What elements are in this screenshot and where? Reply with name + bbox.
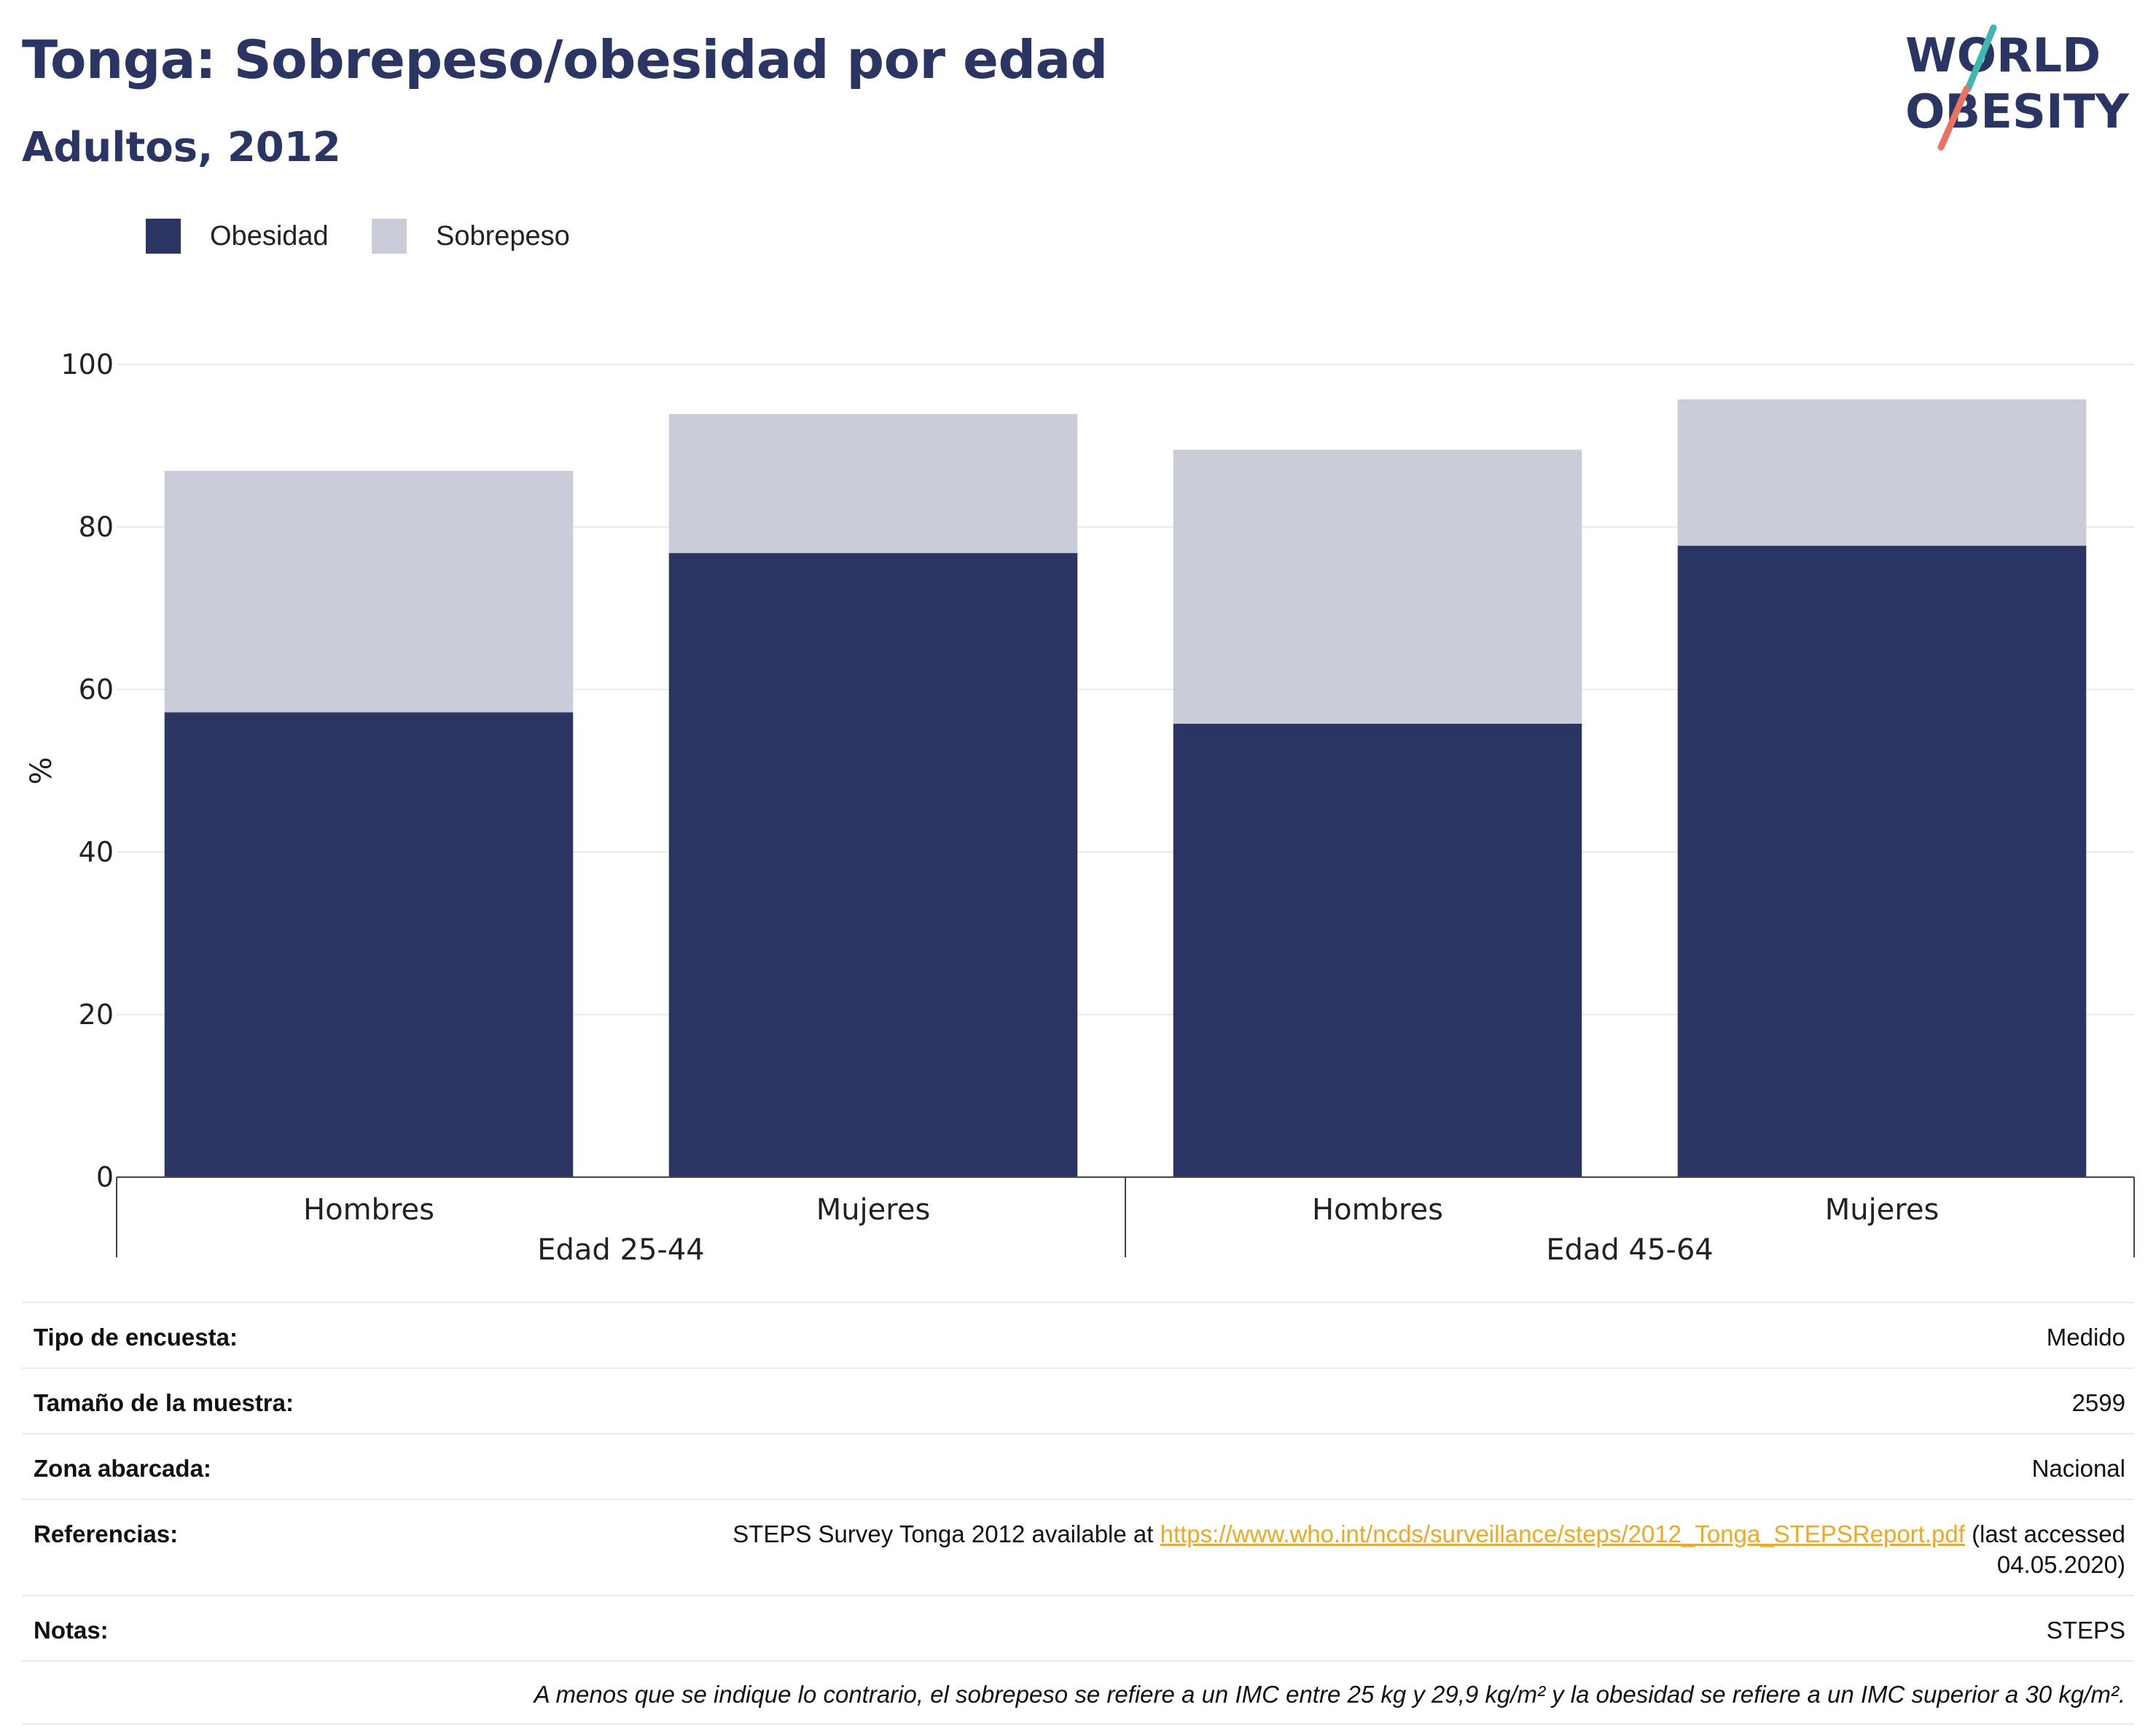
legend-swatch-sobrepeso — [372, 219, 407, 254]
info-key: Tamaño de la muestra: — [34, 1389, 294, 1416]
stacked-bar-chart: 0 20 40 60 80 100% Hombres Mujeres Hombres Mujere… — [25, 348, 2135, 1267]
bar-sobrepeso-4 — [1677, 399, 2087, 546]
bar-obesidad-3 — [1173, 723, 1582, 1177]
info-value: 2599 — [2071, 1389, 2125, 1416]
bmi-footnote: A menos que se indique lo contrario, el … — [22, 1662, 2134, 1725]
y-tick-label: 40 — [79, 836, 114, 868]
y-tick-label: 60 — [79, 673, 114, 706]
logo-word-world: WORLD — [1905, 29, 2101, 83]
legend-label-sobrepeso: Sobrepeso — [436, 220, 570, 251]
legend-item-obesidad[interactable]: Obesidad — [146, 217, 329, 255]
x-group-label: Edad 25-44 — [537, 1233, 705, 1267]
references-value: STEPS Survey Tonga 2012 available at htt… — [733, 1519, 2125, 1580]
references-suffix: (last accessed — [1972, 1520, 2125, 1547]
info-row-notes: Notas: STEPS — [22, 1596, 2134, 1662]
info-row-survey-type: Tipo de encuesta: Medido — [22, 1303, 2134, 1369]
info-key: Tipo de encuesta: — [34, 1324, 238, 1351]
logo-slash-teal — [1964, 24, 1997, 93]
info-value: Medido — [2046, 1324, 2125, 1351]
y-axis-title: % — [25, 757, 58, 784]
info-row-references: Referencias: STEPS Survey Tonga 2012 ava… — [22, 1500, 2134, 1596]
logo-slash-coral — [1937, 85, 1970, 151]
y-tick-label: 100 — [60, 348, 114, 380]
info-row-coverage: Zona abarcada: Nacional — [22, 1434, 2134, 1500]
world-obesity-logo: WORLD OBESITY — [1905, 24, 2129, 151]
x-category-label: Hombres — [1312, 1193, 1443, 1227]
references-date: 04.05.2020) — [1996, 1551, 2125, 1578]
bar-obesidad-2 — [668, 552, 1078, 1177]
x-group-label: Edad 45-64 — [1546, 1233, 1714, 1267]
legend-item-sobrepeso[interactable]: Sobrepeso — [372, 217, 570, 255]
y-tick-label: 80 — [79, 511, 114, 543]
survey-info-table: Tipo de encuesta: Medido Tamaño de la mu… — [22, 1302, 2134, 1725]
info-key: Referencias: — [34, 1520, 179, 1547]
legend-label-obesidad: Obesidad — [210, 220, 329, 251]
y-tick-label: 20 — [79, 999, 114, 1031]
bar-obesidad-4 — [1677, 545, 2087, 1177]
info-value: Nacional — [2031, 1455, 2125, 1482]
x-category-label: Mujeres — [816, 1193, 931, 1227]
info-value: STEPS — [2046, 1617, 2125, 1644]
bar-sobrepeso-2 — [668, 414, 1078, 553]
x-category-label: Mujeres — [1825, 1193, 1940, 1227]
chart-title: Tonga: Sobrepeso/obesidad por edad — [22, 29, 1108, 90]
info-row-sample-size: Tamaño de la muestra: 2599 — [22, 1369, 2134, 1434]
references-link[interactable]: https://www.who.int/ncds/surveillance/st… — [1160, 1520, 1965, 1547]
info-key: Notas: — [34, 1617, 109, 1644]
references-prefix: STEPS Survey Tonga 2012 available at — [733, 1520, 1154, 1547]
logo-word-obesity: OBESITY — [1905, 85, 2129, 139]
bar-sobrepeso-3 — [1173, 450, 1582, 724]
chart-subtitle: Adultos, 2012 — [22, 124, 341, 171]
bar-sobrepeso-1 — [164, 471, 574, 713]
legend-swatch-obesidad — [146, 219, 181, 254]
y-tick-label: 0 — [96, 1161, 114, 1193]
bar-obesidad-1 — [164, 712, 574, 1177]
info-key: Zona abarcada: — [34, 1455, 211, 1482]
x-category-label: Hombres — [303, 1193, 434, 1227]
